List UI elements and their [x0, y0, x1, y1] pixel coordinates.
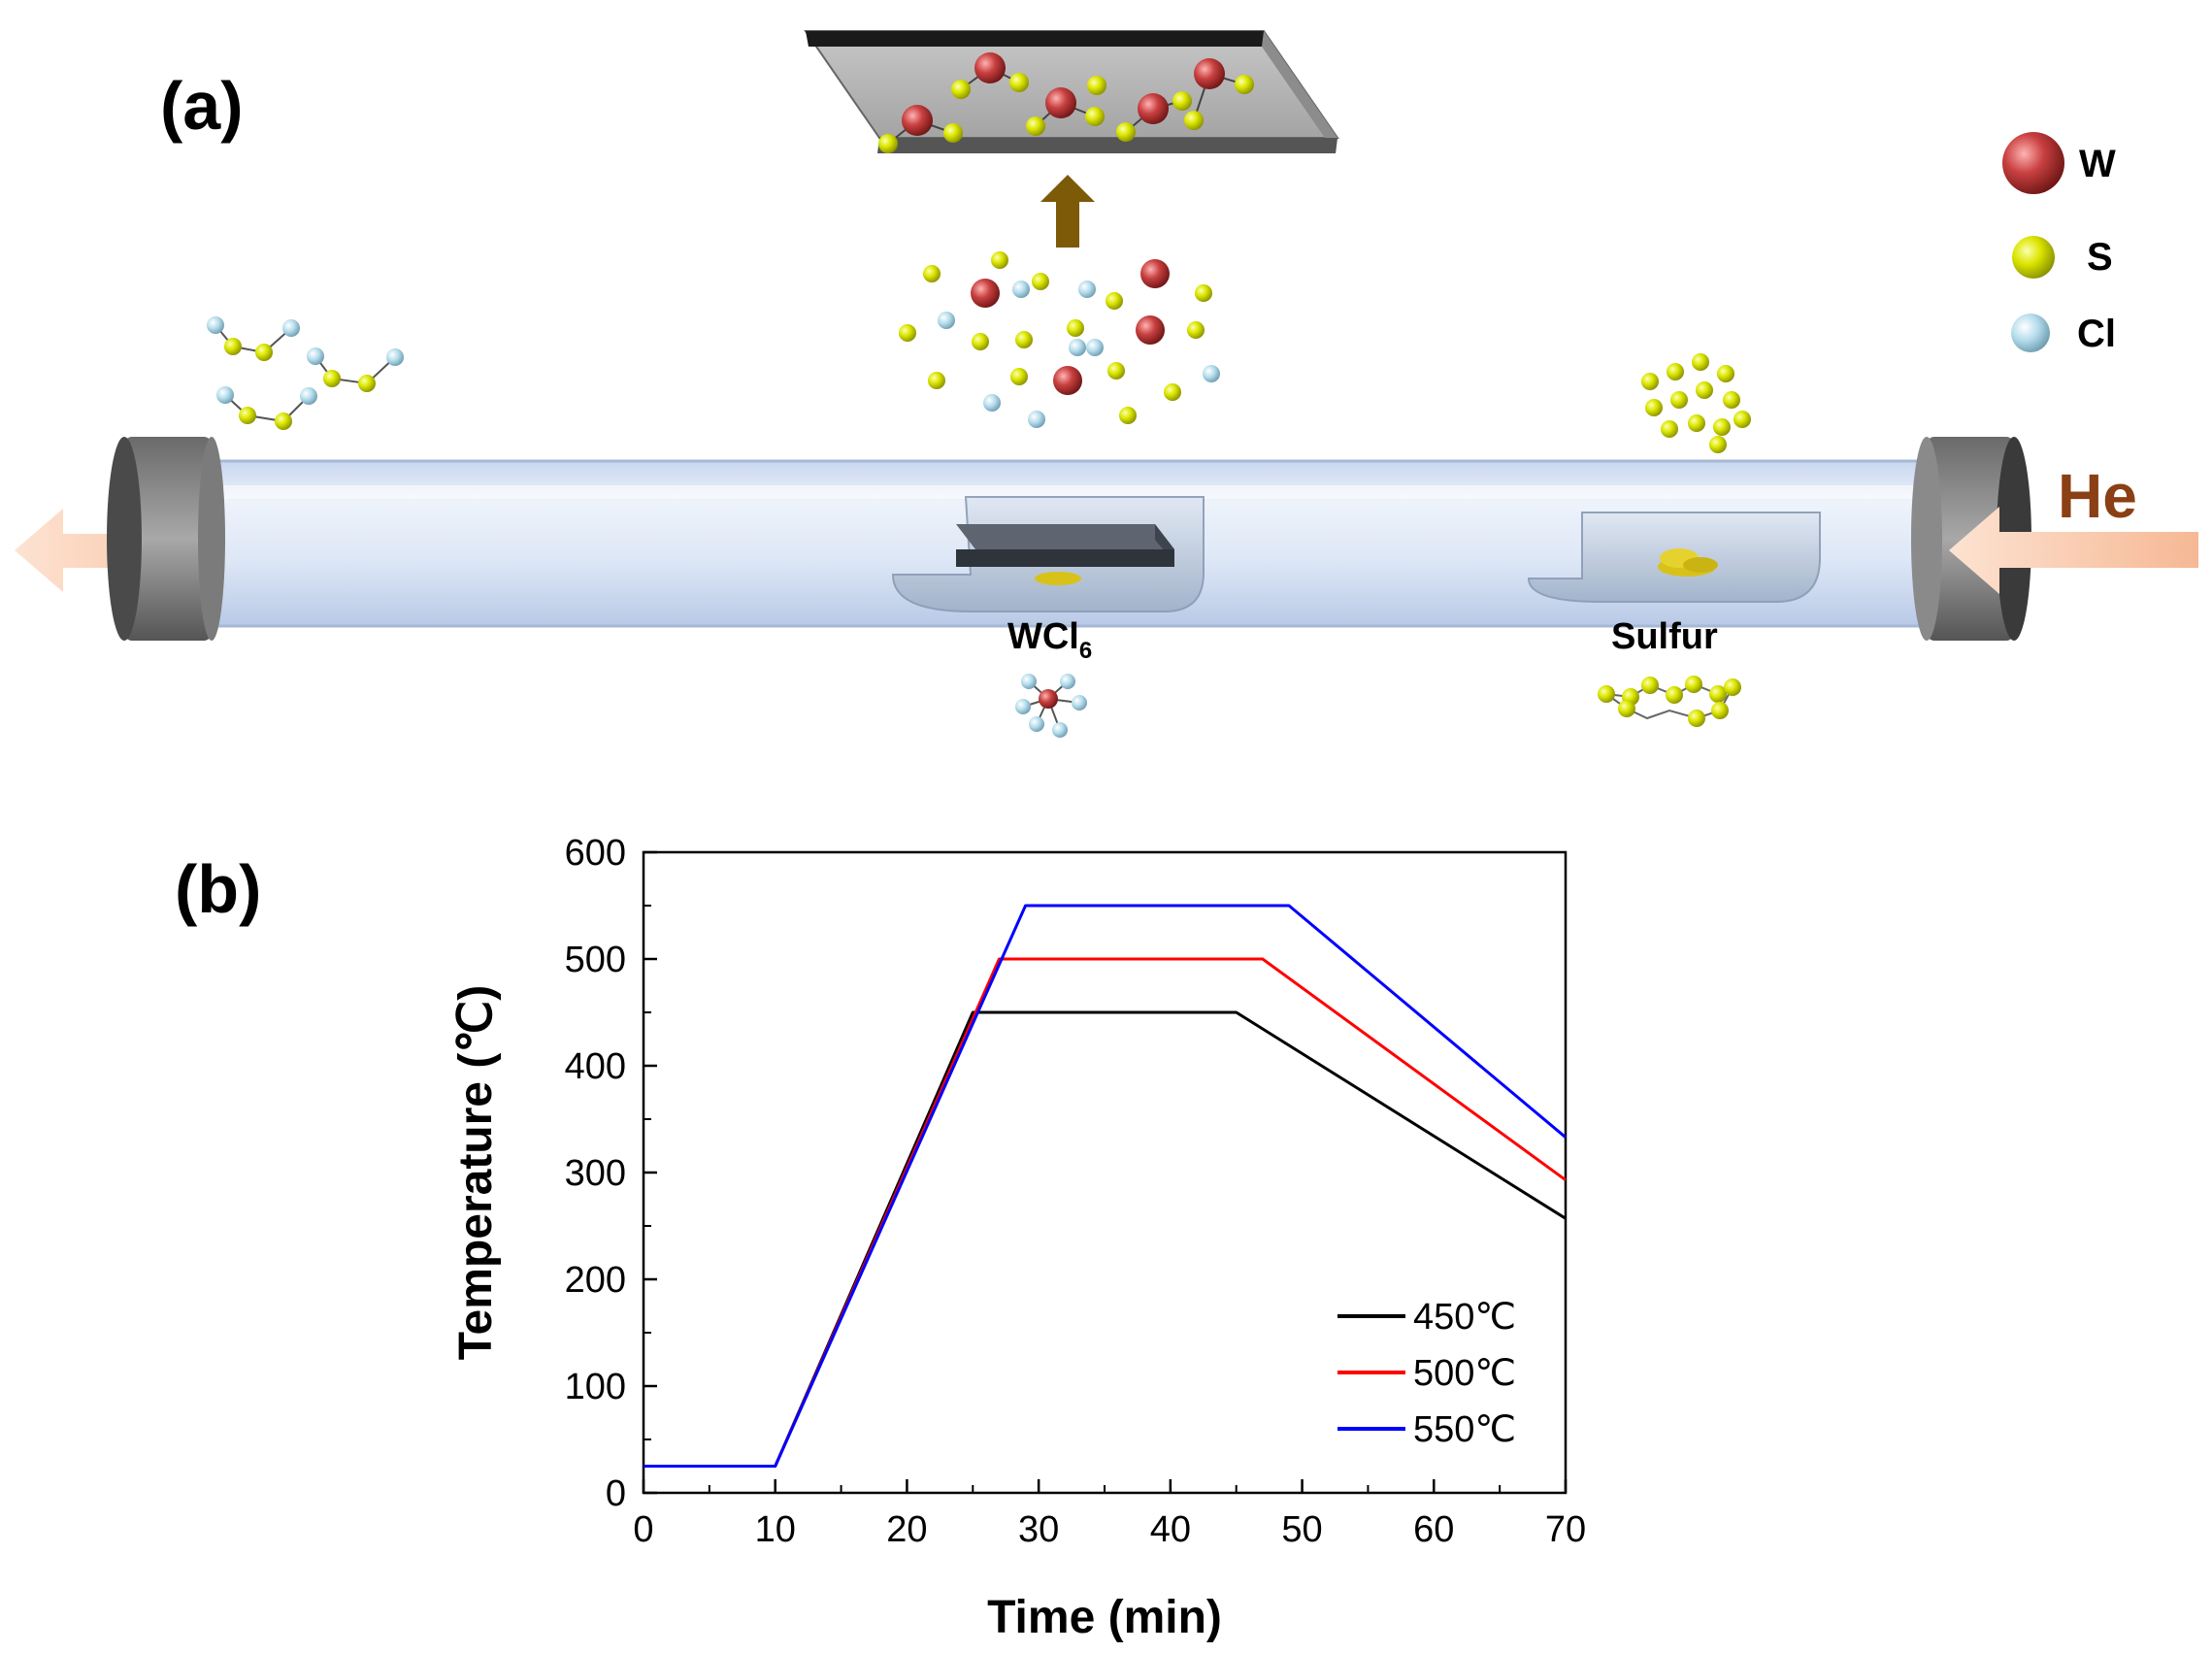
y-tick-label: 300 [565, 1153, 626, 1194]
x-tick-label: 70 [1545, 1509, 1586, 1550]
byproduct-chains [207, 316, 404, 430]
sulfur-atom-icon [2012, 236, 2055, 279]
x-tick-label: 60 [1413, 1509, 1454, 1550]
atom-legend: W S Cl [2002, 132, 2116, 355]
panel-b-label: (b) [175, 851, 261, 927]
legend-label-0: 450℃ [1413, 1297, 1516, 1338]
svg-text:Cl: Cl [2077, 313, 2116, 355]
panel-a-label: (a) [160, 68, 244, 144]
x-tick-label: 0 [633, 1509, 653, 1550]
he-gas-label: He [2058, 461, 2137, 531]
he-inflow-arrow-icon [1949, 507, 2198, 594]
y-tick-label: 400 [565, 1046, 626, 1087]
x-tick-label: 40 [1150, 1509, 1191, 1550]
panel-b: (b) 0 100 200 300 400 500 600 0 10 20 30 40 50 60 70 … [175, 833, 1586, 1643]
y-tick-label: 100 [565, 1367, 626, 1407]
x-tick-label: 50 [1281, 1509, 1322, 1550]
left-end-cap [107, 437, 225, 641]
wcl6-boat [891, 496, 1205, 612]
legend-item-w: W [2002, 132, 2116, 194]
s8-molecule [1598, 676, 1741, 727]
y-tick-label: 200 [565, 1260, 626, 1301]
y-tick-label: 0 [606, 1473, 626, 1514]
svg-text:S: S [2087, 236, 2113, 279]
x-axis-title: Time (min) [987, 1592, 1222, 1643]
legend-label-2: 550℃ [1413, 1409, 1516, 1450]
legend-label-1: 500℃ [1413, 1353, 1516, 1394]
y-tick-label: 600 [565, 833, 626, 874]
tungsten-atom-icon [2002, 132, 2064, 194]
deposition-arrow-icon [1040, 175, 1095, 248]
x-tick-label: 20 [886, 1509, 927, 1550]
x-tick-label: 10 [755, 1509, 796, 1550]
legend-item-cl: Cl [2011, 313, 2116, 355]
y-axis: 0 100 200 300 400 500 600 [565, 833, 657, 1514]
chlorine-atom-icon [2011, 314, 2050, 352]
x-axis: 0 10 20 30 40 50 60 70 [633, 1479, 1586, 1550]
temperature-chart: 0 100 200 300 400 500 600 0 10 20 30 40 50 60 70 Time… [450, 833, 1586, 1643]
wcl6-label: WCl6 [1007, 616, 1092, 664]
gas-phase-cloud [899, 251, 1220, 428]
wcl6-molecule [1015, 674, 1087, 738]
sulfur-vapor-cluster [1641, 353, 1751, 453]
series-line-2 [644, 904, 1567, 1468]
y-tick-label: 500 [565, 940, 626, 980]
legend-item-s: S [2012, 236, 2113, 279]
chart-legend: 450℃ 500℃ 550℃ [1337, 1297, 1516, 1450]
plot-frame [642, 850, 1568, 1495]
svg-text:W: W [2079, 143, 2116, 185]
sulfur-boat [1527, 512, 1821, 603]
series-lines [644, 904, 1567, 1468]
substrate-plate [804, 30, 1339, 153]
panel-a: (a) [15, 30, 2198, 738]
deposited-ws2-chain [878, 52, 1254, 153]
y-axis-title: Temperature (℃) [450, 985, 502, 1360]
sulfur-label: Sulfur [1611, 616, 1718, 657]
x-tick-label: 30 [1018, 1509, 1059, 1550]
